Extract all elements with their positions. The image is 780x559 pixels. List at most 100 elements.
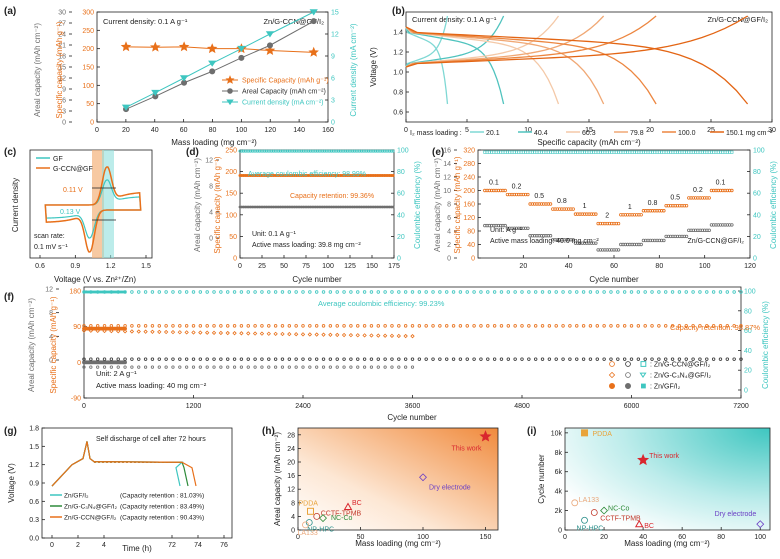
areal-capacity-point: [499, 357, 504, 361]
point-label: NP-HPC: [577, 525, 604, 532]
x-axis-label: Mass loading (mg cm⁻²): [171, 138, 257, 147]
ce-point: [250, 149, 254, 153]
data-point: [302, 521, 309, 529]
areal-capacity-point: [294, 357, 298, 361]
ce-point: [115, 290, 119, 294]
legend-label: 60.3: [582, 130, 596, 137]
areal-capacity-point: [123, 357, 127, 361]
x-tick-label: 100: [417, 534, 429, 541]
specific-capacity-point: [451, 324, 456, 328]
ce-point: [499, 290, 504, 294]
charge-curve: [405, 15, 449, 68]
ce-point: [284, 149, 288, 153]
annotation: 0.13 V: [60, 209, 81, 216]
ce-point: [314, 149, 318, 153]
y-tick-label: 4: [291, 514, 295, 521]
discharge-curve: [405, 26, 749, 105]
data-point: [581, 516, 588, 524]
y2-axis-label: Specific capacity (mAh g⁻¹): [55, 21, 64, 118]
specific-capacity-point: [171, 324, 175, 328]
x-tick-label: 0: [238, 263, 242, 270]
ce-point: [90, 290, 94, 294]
plot-frame: [29, 149, 153, 259]
ce-point: [88, 290, 91, 294]
annotation: Unit: A g⁻¹: [490, 227, 523, 234]
areal-capacity-point: [287, 357, 292, 361]
y3-tick-label: 15: [331, 10, 339, 17]
y-tick-label: 15: [58, 65, 66, 72]
ce-point: [259, 149, 263, 153]
ce-point: [249, 149, 253, 153]
y-tick-label: 14: [443, 161, 451, 168]
areal-capacity-point: [274, 365, 278, 369]
x-tick-label: 2: [76, 542, 80, 549]
specific-capacity-point: [376, 324, 380, 328]
areal-capacity-point: [664, 357, 668, 361]
x-tick-label: 0: [563, 534, 567, 541]
areal-capacity-point: [684, 357, 688, 361]
y3-tick-label: 100: [753, 148, 765, 155]
areal-capacity-point: [568, 357, 572, 361]
areal-capacity-point: [191, 357, 196, 361]
legend-marker: [639, 372, 647, 378]
x-tick-label: 20: [122, 127, 130, 134]
y-tick-label: 8: [209, 184, 213, 191]
y-tick-label: 4k: [555, 489, 563, 496]
data-point: [319, 514, 327, 523]
ce-point: [472, 290, 476, 294]
ce-point: [300, 149, 304, 153]
rate-label: 0.5: [670, 195, 680, 202]
current-density-point: [309, 9, 318, 16]
x-tick-label: 0: [95, 127, 99, 134]
y-tick-label: 1.2: [393, 50, 403, 57]
point-label: Dry electrode: [715, 511, 757, 518]
specific-capacity-point: [383, 324, 387, 328]
specific-capacity-point: [403, 333, 408, 339]
specific-capacity-point: [548, 202, 553, 206]
y-axis-label: Cycle number: [537, 454, 546, 504]
areal-capacity-point: [369, 365, 374, 369]
x-tick-label: 1.5: [141, 263, 151, 270]
x-tick-label: 75: [302, 263, 310, 270]
specific-capacity-point: [308, 46, 319, 57]
specific-capacity-point: [177, 330, 182, 335]
specific-capacity-point: [170, 329, 176, 335]
ce-point: [123, 290, 127, 294]
specific-capacity-point: [260, 324, 264, 328]
areal-capacity-point: [267, 357, 271, 361]
y-tick-label: 4: [447, 229, 451, 236]
ce-point: [513, 290, 517, 294]
point-label: NC-Co: [331, 515, 352, 522]
specific-capacity-point: [445, 324, 449, 328]
annotation: Active mass loading: 40 mg cm⁻²: [96, 381, 207, 390]
current-density-point: [151, 89, 160, 97]
y3-tick-label: 0: [753, 256, 757, 263]
specific-capacity-point: [458, 324, 463, 328]
specific-capacity-point: [191, 330, 196, 335]
specific-capacity-point: [410, 334, 415, 339]
y-axis-label: Areal capacity (mAh cm⁻²): [33, 23, 42, 117]
y3-tick-label: 0: [331, 120, 335, 127]
ce-point: [328, 290, 333, 294]
ce-point: [116, 290, 120, 294]
areal-capacity-point: [226, 357, 230, 361]
y3-tick-label: 60: [744, 328, 752, 335]
areal-capacity-point: [123, 360, 127, 365]
areal-capacity-point: [308, 357, 312, 361]
ce-point: [264, 149, 268, 153]
specific-capacity-point: [129, 329, 135, 334]
ce-point: [112, 290, 116, 294]
areal-capacity-point: [301, 357, 305, 361]
areal-capacity-point: [397, 365, 401, 369]
panel-label: (f): [4, 292, 14, 303]
x-tick-label: 0.9: [70, 263, 80, 270]
y3-tick-label: 6: [331, 76, 335, 83]
specific-capacity-point: [116, 329, 121, 334]
plot-frame: [41, 427, 233, 539]
ce-point: [263, 149, 267, 153]
legend-label: Current density (mA cm⁻²): [242, 100, 324, 107]
rate-label: 2: [605, 213, 609, 220]
y2-tick-label: 150: [225, 191, 237, 198]
x-axis-label: Specific capacity (mAh cm⁻²): [537, 138, 641, 147]
